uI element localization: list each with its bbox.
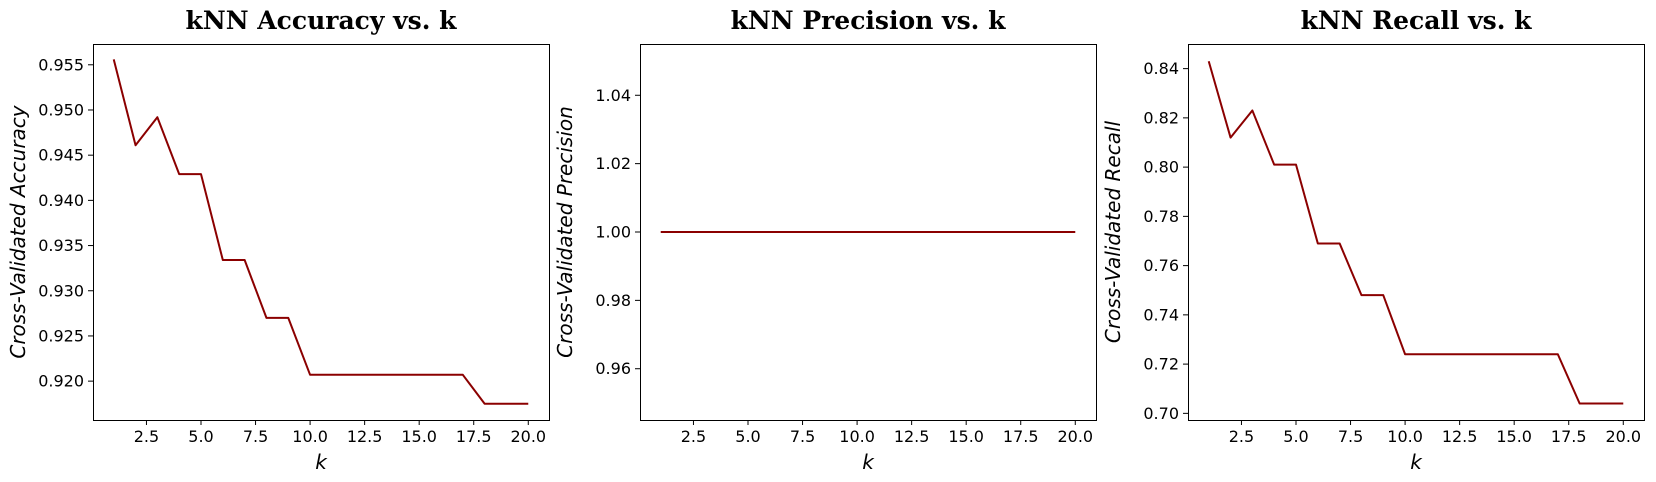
accuracy-y-tick-label: 0.935 — [38, 236, 84, 255]
recall-y-tick-label: 0.80 — [1143, 158, 1179, 177]
precision-x-tick-label: 17.5 — [1003, 427, 1039, 446]
precision-chart-title: kNN Precision vs. k — [731, 6, 1006, 35]
recall-x-tick-label: 20.0 — [1605, 427, 1641, 446]
accuracy-y-tick-label: 0.955 — [38, 55, 84, 74]
precision-chart: kNN Precision vs. k 2.5 5.0 7.5 10.0 12.5 15.0… — [553, 6, 1097, 474]
precision-y-axis-label: Cross-Validated Precision — [553, 106, 577, 358]
precision-y-tick-label: 1.02 — [595, 154, 631, 173]
accuracy-x-axis-label: k — [315, 450, 328, 474]
recall-y-tick-label: 0.70 — [1143, 404, 1179, 423]
accuracy-series-line — [112, 59, 529, 405]
accuracy-x-tick-label: 10.0 — [292, 427, 328, 446]
precision-y-tick-label: 0.98 — [595, 291, 631, 310]
accuracy-x-tick-label: 7.5 — [243, 427, 268, 446]
recall-series-line — [1207, 60, 1624, 405]
recall-x-tick-label: 2.5 — [1229, 427, 1254, 446]
recall-plot-frame — [1188, 44, 1645, 421]
recall-x-tick-label: 15.0 — [1496, 427, 1532, 446]
recall-x-tick-label: 5.0 — [1283, 427, 1308, 446]
recall-y-tick-label: 0.74 — [1143, 305, 1179, 324]
recall-y-tick-label: 0.78 — [1143, 207, 1179, 226]
accuracy-y-tick-label: 0.940 — [38, 191, 84, 210]
recall-y-tick-label: 0.72 — [1143, 355, 1179, 374]
recall-x-tick-label: 10.0 — [1387, 427, 1423, 446]
accuracy-chart: kNN Accuracy vs. k 2.5 5.0 7.5 10.0 12.5 15.0 1… — [6, 6, 550, 474]
accuracy-y-tick-label: 0.945 — [38, 146, 84, 165]
recall-y-tick-label: 0.84 — [1143, 59, 1179, 78]
precision-x-tick-label: 10.0 — [839, 427, 875, 446]
precision-y-tick-label: 1.04 — [595, 86, 631, 105]
recall-y-tick-label: 0.76 — [1143, 256, 1179, 275]
recall-x-tick-label: 12.5 — [1442, 427, 1478, 446]
accuracy-x-tick-label: 15.0 — [401, 427, 437, 446]
recall-x-tick-label: 7.5 — [1338, 427, 1363, 446]
recall-x-axis-label: k — [1410, 450, 1423, 474]
precision-x-tick-label: 7.5 — [790, 427, 815, 446]
recall-chart-title: kNN Recall vs. k — [1301, 6, 1533, 35]
accuracy-y-axis-label: Cross-Validated Accuracy — [6, 104, 30, 358]
precision-y-tick-label: 1.00 — [595, 223, 631, 242]
recall-x-tick-label: 17.5 — [1551, 427, 1587, 446]
accuracy-x-tick-label: 5.0 — [188, 427, 213, 446]
accuracy-plot-frame — [93, 44, 550, 421]
accuracy-y-tick-label: 0.930 — [38, 281, 84, 300]
precision-plot-frame — [640, 44, 1097, 421]
recall-chart: kNN Recall vs. k 2.5 5.0 7.5 10.0 12.5 15.0 17.… — [1101, 6, 1645, 474]
accuracy-x-tick-label: 12.5 — [347, 427, 383, 446]
accuracy-y-tick-label: 0.950 — [38, 100, 84, 119]
accuracy-x-tick-label: 17.5 — [456, 427, 492, 446]
accuracy-y-tick-label: 0.925 — [38, 326, 84, 345]
precision-x-tick-label: 15.0 — [948, 427, 984, 446]
precision-x-tick-label: 2.5 — [681, 427, 706, 446]
recall-y-tick-label: 0.82 — [1143, 108, 1179, 127]
precision-x-tick-label: 20.0 — [1057, 427, 1093, 446]
recall-y-axis-label: Cross-Validated Recall — [1101, 120, 1125, 343]
precision-y-tick-label: 0.96 — [595, 359, 631, 378]
precision-x-tick-label: 12.5 — [894, 427, 930, 446]
precision-x-axis-label: k — [862, 450, 875, 474]
precision-x-tick-label: 5.0 — [735, 427, 760, 446]
accuracy-chart-title: kNN Accuracy vs. k — [186, 6, 458, 35]
accuracy-y-tick-label: 0.920 — [38, 372, 84, 391]
accuracy-x-tick-label: 2.5 — [134, 427, 159, 446]
accuracy-x-tick-label: 20.0 — [510, 427, 546, 446]
